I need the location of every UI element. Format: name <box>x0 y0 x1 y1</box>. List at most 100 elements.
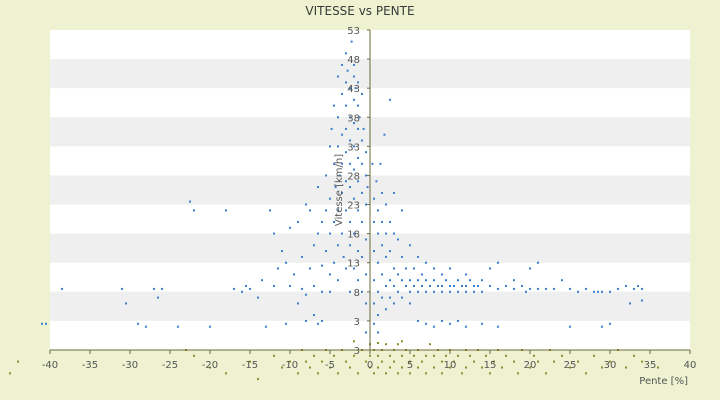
data-point <box>413 267 415 270</box>
data-point <box>309 366 311 369</box>
data-point <box>366 186 369 189</box>
data-point <box>349 221 351 223</box>
data-point <box>325 250 327 253</box>
data-point <box>289 360 291 363</box>
data-point <box>517 372 519 375</box>
data-point <box>321 360 323 363</box>
x-axis-label: Pente [%] <box>639 376 688 387</box>
data-point <box>465 285 467 287</box>
data-point <box>425 372 427 375</box>
y-tick-label: 48 <box>347 55 360 66</box>
data-point <box>593 290 595 293</box>
data-point <box>305 319 307 322</box>
data-point <box>209 325 211 328</box>
data-point <box>353 63 355 66</box>
data-point <box>425 261 427 264</box>
data-point <box>293 273 295 276</box>
data-point <box>441 273 443 276</box>
data-point <box>342 255 345 258</box>
data-point <box>405 285 407 287</box>
data-point <box>397 372 399 375</box>
y-tick-label: 8 <box>354 288 360 299</box>
x-tick-label: -40 <box>42 360 58 371</box>
y-tick-label: 23 <box>347 201 360 212</box>
data-point <box>393 302 395 305</box>
data-point <box>329 197 331 200</box>
data-point <box>609 322 611 325</box>
data-point <box>377 232 379 235</box>
x-tick-label: -30 <box>122 360 138 371</box>
data-point <box>341 232 343 235</box>
data-point <box>537 360 539 363</box>
data-point <box>397 273 399 276</box>
data-point <box>461 285 463 287</box>
data-point <box>305 203 307 206</box>
data-point <box>45 322 47 325</box>
data-point <box>357 81 359 84</box>
data-point <box>433 290 435 293</box>
x-tick-label: -5 <box>325 360 335 371</box>
data-point <box>353 122 355 125</box>
data-point <box>325 209 327 212</box>
data-point <box>405 267 407 270</box>
data-point <box>401 354 403 357</box>
data-point <box>553 287 555 290</box>
data-point <box>389 296 391 299</box>
data-point <box>361 93 363 95</box>
data-point <box>389 221 391 223</box>
data-point <box>545 287 547 290</box>
data-point <box>357 104 359 107</box>
y-tick-label: 18 <box>347 230 360 241</box>
data-point <box>417 279 419 282</box>
data-point <box>369 366 371 369</box>
data-point <box>361 191 363 194</box>
data-point <box>365 331 367 334</box>
data-point <box>305 360 307 363</box>
x-tick-label: -10 <box>282 360 298 371</box>
data-point <box>489 267 491 270</box>
data-point <box>561 279 563 282</box>
data-point <box>145 325 147 328</box>
data-point <box>457 319 459 322</box>
data-point <box>329 366 331 369</box>
data-point <box>389 279 391 282</box>
x-axis: -40 -35 -30 -25 -20 -15 -10 -5 0 5 10 15 20 25 30 35 40 <box>42 349 696 371</box>
data-point <box>337 279 339 282</box>
data-point <box>473 290 475 293</box>
data-point <box>357 372 359 375</box>
data-point <box>533 354 535 357</box>
data-point <box>425 354 427 357</box>
data-point <box>357 279 359 282</box>
data-point <box>361 255 363 258</box>
data-point <box>365 174 367 177</box>
data-point <box>233 287 235 290</box>
data-point <box>417 290 419 293</box>
data-point <box>601 290 603 293</box>
data-point <box>433 354 435 357</box>
data-point <box>345 104 347 107</box>
data-point <box>441 319 443 322</box>
data-point <box>625 366 627 369</box>
data-point <box>377 366 379 369</box>
data-point <box>125 302 127 305</box>
data-point <box>453 360 455 363</box>
data-point <box>417 255 419 258</box>
data-point <box>349 290 351 293</box>
data-point <box>225 372 227 375</box>
data-point <box>313 354 315 357</box>
data-point <box>353 340 355 343</box>
data-point <box>513 287 515 290</box>
data-point <box>265 325 267 328</box>
data-point <box>337 209 339 212</box>
data-point <box>381 273 383 276</box>
data-point <box>441 290 443 293</box>
data-point <box>433 267 435 270</box>
data-point <box>321 264 323 267</box>
data-point <box>389 250 391 253</box>
data-point <box>457 279 459 282</box>
data-point <box>329 145 331 148</box>
x-tick-label: 20 <box>524 360 537 371</box>
data-point <box>357 127 359 130</box>
data-point <box>433 325 435 328</box>
data-point <box>341 63 343 66</box>
